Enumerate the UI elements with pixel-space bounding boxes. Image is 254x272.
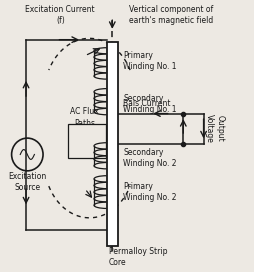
Text: Bais Current: Bais Current xyxy=(123,99,170,108)
Bar xyxy=(106,42,118,246)
Text: Output
Voltage: Output Voltage xyxy=(204,114,224,143)
Text: Excitation
Source: Excitation Source xyxy=(8,172,46,192)
Text: Secondary
Winding No. 2: Secondary Winding No. 2 xyxy=(123,149,176,168)
Text: Secondary
Winding No. 1: Secondary Winding No. 1 xyxy=(123,94,176,115)
Text: Vertical component of
earth's magnetic field: Vertical component of earth's magnetic f… xyxy=(128,5,212,26)
Text: DC
Bias
Flux: DC Bias Flux xyxy=(79,131,94,152)
Text: Permalloy Strip
Core: Permalloy Strip Core xyxy=(109,247,167,267)
Bar xyxy=(68,124,105,158)
Text: Primary
Winding No. 1: Primary Winding No. 1 xyxy=(123,51,176,71)
Text: Primary
Winding No. 2: Primary Winding No. 2 xyxy=(123,182,176,202)
Text: AC Flux
Paths: AC Flux Paths xyxy=(70,107,98,128)
Text: Excitation Current
(f): Excitation Current (f) xyxy=(25,5,95,25)
